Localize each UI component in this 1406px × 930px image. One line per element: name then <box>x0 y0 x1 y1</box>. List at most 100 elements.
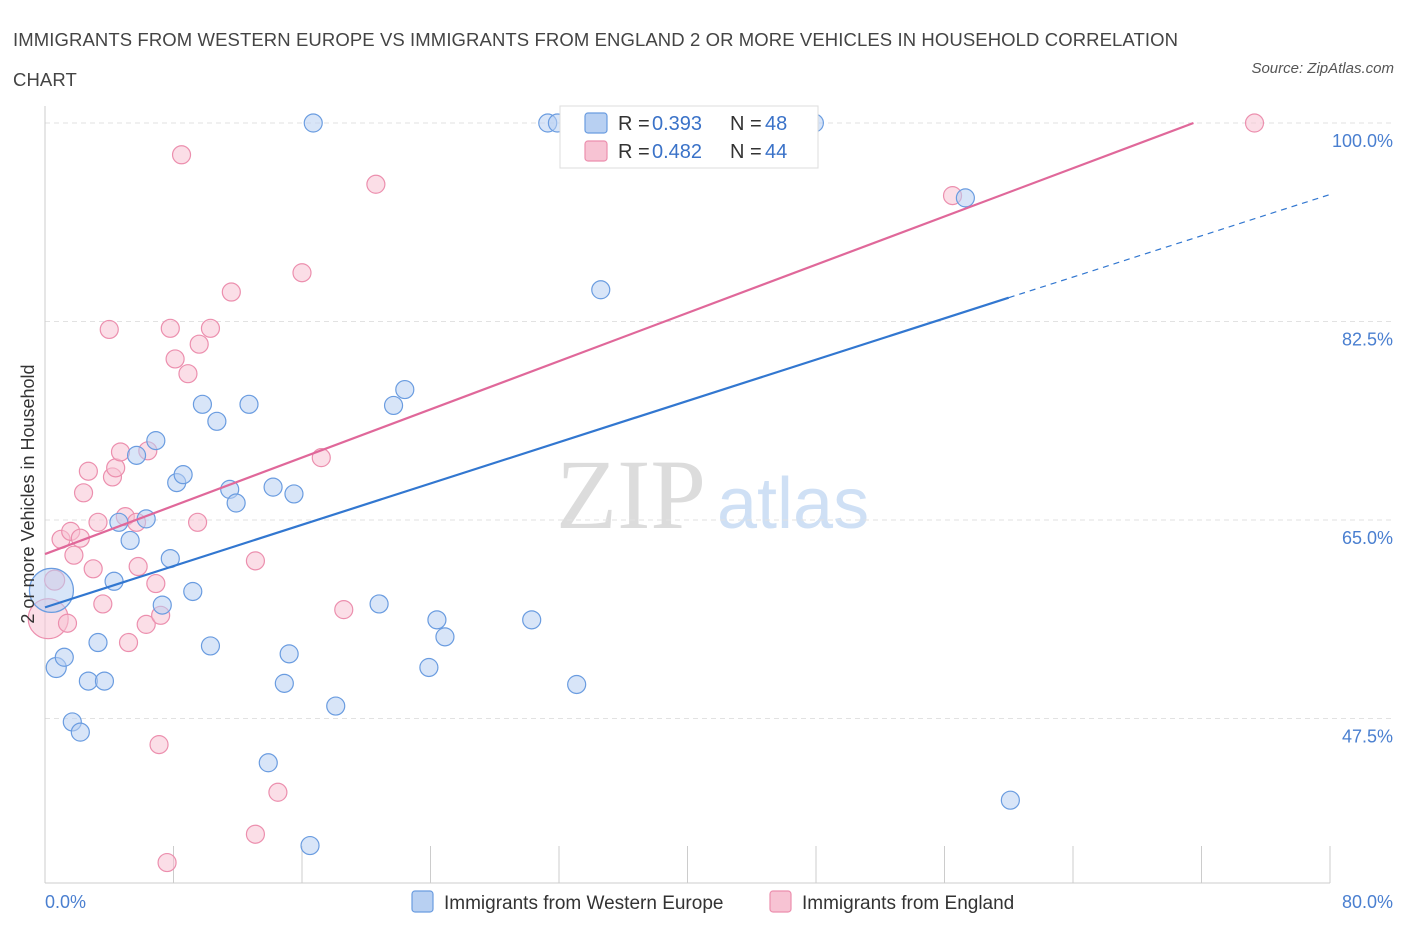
western-europe-point-6 <box>88 632 108 653</box>
x-tick-label-min: 0.0% <box>45 892 86 912</box>
western-europe-point-31 <box>303 113 323 133</box>
western-europe-point-18 <box>183 581 203 602</box>
western-europe-point-11 <box>126 445 147 465</box>
legend-r-value-western-europe: 0.393 <box>652 113 702 135</box>
western-europe-trend-extension <box>1008 193 1331 299</box>
western-europe-point-25 <box>258 753 278 773</box>
legend-n-value-england: 44 <box>765 141 787 163</box>
western-europe-point-10 <box>120 530 140 551</box>
england-point-39 <box>334 600 354 620</box>
source-label: Source: ZipAtlas.com <box>1251 60 1394 77</box>
england-point-26 <box>160 318 180 338</box>
western-europe-point-32 <box>326 696 346 716</box>
x-axis-ticks <box>173 846 1331 883</box>
western-europe-point-23 <box>226 493 246 513</box>
england-point-11 <box>93 594 113 614</box>
western-europe-point-42 <box>567 674 587 695</box>
western-europe-point-45 <box>955 188 975 208</box>
western-europe-point-38 <box>435 627 455 647</box>
western-europe-point-13 <box>146 431 166 451</box>
england-point-36 <box>268 782 288 802</box>
england-point-14 <box>106 458 126 478</box>
legend-r-label-western-europe: R = <box>618 113 650 135</box>
legend-n-value-western-europe: 48 <box>765 113 787 135</box>
y-tick-label-1: 82.5% <box>1342 330 1393 350</box>
england-point-22 <box>146 573 166 594</box>
western-europe-point-28 <box>274 673 294 693</box>
y-tick-label-3: 47.5% <box>1342 727 1393 747</box>
england-point-17 <box>118 632 139 653</box>
england-point-29 <box>178 364 198 384</box>
england-point-28 <box>171 145 192 165</box>
watermark-atlas: atlas <box>717 464 869 544</box>
england-point-31 <box>189 334 209 354</box>
england-point-25 <box>157 852 177 873</box>
trend-lines <box>44 121 1331 609</box>
england-point-23 <box>149 735 169 755</box>
western-europe-point-36 <box>419 657 439 678</box>
gridlines <box>45 122 1392 720</box>
western-europe-point-7 <box>94 671 115 691</box>
western-europe-point-24 <box>239 394 259 414</box>
western-europe-point-27 <box>284 484 304 504</box>
england-point-30 <box>187 512 208 532</box>
legend-swatch-western-europe <box>584 112 608 134</box>
england-point-32 <box>200 318 221 338</box>
england-point-20 <box>136 614 156 634</box>
england-point-3 <box>57 613 78 633</box>
x-tick-label-max: 80.0% <box>1342 892 1393 912</box>
western-europe-point-5 <box>78 671 98 691</box>
western-europe-point-33 <box>369 594 389 614</box>
western-europe-trend-line <box>44 296 1010 609</box>
england-point-19 <box>128 556 148 577</box>
western-europe-point-29 <box>279 644 299 664</box>
england-point-34 <box>245 824 266 844</box>
chart-title: IMMIGRANTS FROM WESTERN EUROPE VS IMMIGR… <box>13 29 1179 90</box>
correlation-legend: R = 0.393 N = 48 R = 0.482 N = 44 <box>559 105 819 169</box>
western-europe-point-2 <box>54 647 74 667</box>
england-point-40 <box>366 174 386 194</box>
western-europe-point-43 <box>591 280 611 300</box>
series-legend: Immigrants from Western Europe Immigrant… <box>411 890 1014 914</box>
y-tick-label-2: 65.0% <box>1342 528 1393 548</box>
western-europe-point-4 <box>70 722 90 742</box>
england-point-15 <box>110 442 131 462</box>
series-legend-swatch-england <box>769 890 792 913</box>
y-axis-label: 2 or more Vehicles in Household <box>18 364 38 623</box>
england-point-27 <box>165 349 185 369</box>
legend-n-label-england: N = <box>730 141 762 163</box>
western-europe-point-39 <box>522 610 542 630</box>
y-axis-tick-labels: 100.0% 82.5% 65.0% 47.5% <box>1332 131 1393 747</box>
england-point-7 <box>73 483 94 503</box>
western-europe-point-21 <box>207 411 227 431</box>
western-europe-point-35 <box>395 379 415 400</box>
western-europe-point-37 <box>427 610 447 630</box>
england-trend-line <box>44 121 1194 556</box>
england-point-10 <box>88 512 108 532</box>
series-legend-label-england: Immigrants from England <box>802 893 1014 914</box>
legend-n-label-western-europe: N = <box>730 113 762 135</box>
western-europe-point-30 <box>300 835 320 856</box>
western-europe-point-20 <box>200 636 221 656</box>
western-europe-point-19 <box>192 394 213 414</box>
england-point-33 <box>221 282 241 302</box>
western-europe-point-46 <box>1000 790 1020 810</box>
western-europe-point-17 <box>173 465 193 485</box>
series-legend-label-western-europe: Immigrants from Western Europe <box>444 893 723 914</box>
england-point-12 <box>99 319 119 340</box>
legend-r-label-england: R = <box>618 141 650 163</box>
watermark-zip: ZIP <box>556 439 706 550</box>
western-europe-point-26 <box>263 477 283 497</box>
england-point-8 <box>78 461 98 481</box>
series-legend-swatch-western-europe <box>411 890 434 913</box>
legend-r-value-england: 0.482 <box>652 141 702 163</box>
legend-swatch-england <box>584 140 608 162</box>
england-point-5 <box>64 545 84 565</box>
western-europe-point-34 <box>383 395 404 416</box>
england-point-9 <box>83 559 103 579</box>
england-point-35 <box>245 551 266 571</box>
y-tick-label-0: 100.0% <box>1332 131 1393 151</box>
western-europe-points <box>28 113 1020 856</box>
england-point-37 <box>292 263 312 283</box>
